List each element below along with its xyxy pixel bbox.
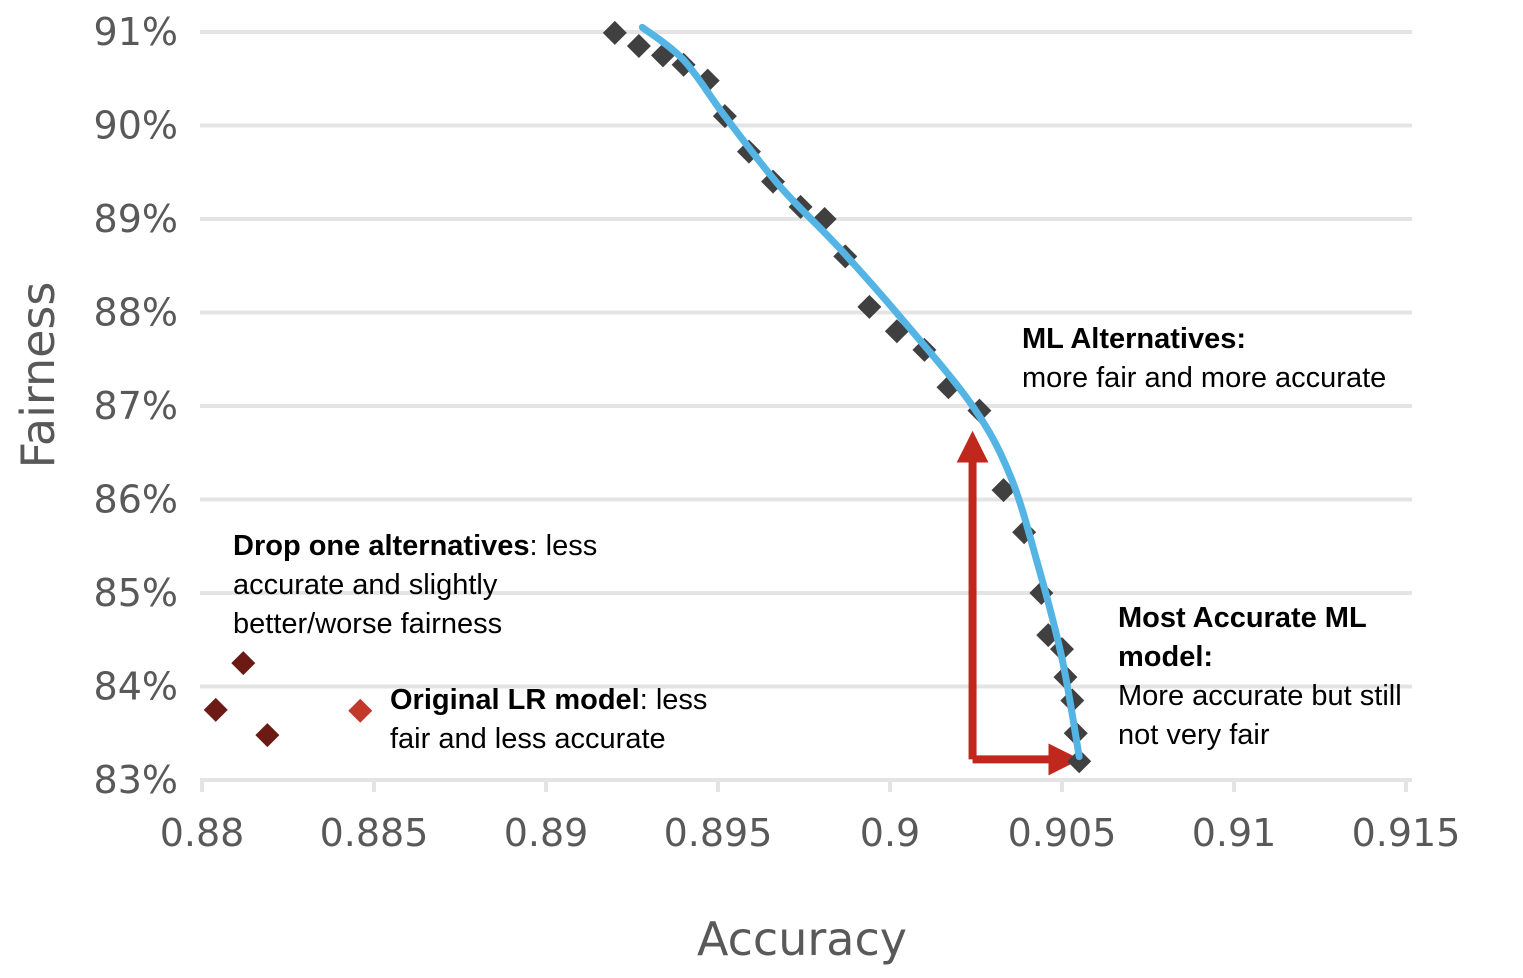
x-tick-label: 0.91 [1192, 811, 1277, 855]
drop-one-point [255, 723, 280, 748]
drop-one-series [203, 651, 280, 748]
y-tick-labels: 83% 84% 85% 86% 87% 88% 89% 90% 91% [94, 10, 178, 802]
annotation-most-accurate-line: More accurate but still [1118, 680, 1402, 712]
y-tick-label: 85% [94, 571, 178, 615]
annotation-original-lr-title: Original LR model [390, 684, 640, 716]
x-axis-line [200, 778, 1412, 792]
annotation-ml-alternatives-title: ML Alternatives: [1022, 323, 1246, 355]
annotation-most-accurate-line: not very fair [1118, 719, 1270, 751]
drop-one-point [231, 651, 256, 676]
annotation-most-accurate-line: model: [1118, 641, 1213, 673]
frontier-line-series [638, 23, 1083, 761]
x-tick-labels: 0.88 0.885 0.89 0.895 0.9 0.905 0.91 0.915 [160, 811, 1461, 855]
annotation-drop-one-line: better/worse fairness [233, 608, 502, 640]
x-tick-label: 0.885 [320, 811, 429, 855]
y-tick-label: 90% [94, 104, 178, 148]
annotation-drop-one-title: Drop one alternatives [233, 530, 530, 562]
y-tick-label: 87% [94, 384, 178, 428]
y-tick-label: 88% [94, 291, 178, 335]
y-tick-label: 89% [94, 197, 178, 241]
ml-point [626, 34, 651, 59]
ml-point [602, 20, 627, 45]
y-tick-label: 86% [94, 478, 178, 522]
arrows [956, 430, 1081, 776]
x-tick-label: 0.915 [1352, 811, 1461, 855]
ml-point [857, 294, 882, 319]
original-lr-series [348, 698, 373, 723]
y-tick-label: 91% [94, 10, 178, 54]
y-tick-label: 83% [94, 758, 178, 802]
annotation-original-lr-line: fair and less accurate [390, 723, 666, 755]
frontier-line [638, 23, 1083, 761]
annotation-drop-one-rest: : less [530, 530, 598, 562]
ml-point [1067, 749, 1092, 774]
annotation-drop-one-line: accurate and slightly [233, 569, 498, 601]
annotation-ml-alternatives-line: more fair and more accurate [1022, 362, 1386, 394]
x-tick-label: 0.9 [860, 811, 920, 855]
original-lr-point [348, 698, 373, 723]
x-tick-label: 0.89 [504, 811, 589, 855]
y-axis-title: Fairness [11, 282, 65, 469]
annotation-original-lr: Original LR model: less fair and less ac… [390, 684, 716, 755]
annotation-most-accurate-title: Most Accurate ML [1118, 602, 1367, 634]
annotation-ml-alternatives: ML Alternatives: more fair and more accu… [1022, 323, 1386, 394]
ml-point [991, 478, 1016, 503]
gridlines [200, 30, 1412, 689]
y-tick-label: 84% [94, 665, 178, 709]
annotation-original-lr-rest: : less [640, 684, 708, 716]
ml-alternatives-series [602, 20, 1092, 774]
x-tick-label: 0.88 [160, 811, 245, 855]
x-tick-label: 0.905 [1008, 811, 1117, 855]
annotation-most-accurate: Most Accurate ML model: More accurate bu… [1118, 602, 1410, 751]
annotation-drop-one: Drop one alternatives: less accurate and… [233, 530, 605, 640]
drop-one-point [203, 697, 228, 722]
x-axis-title: Accuracy [697, 912, 907, 966]
x-tick-label: 0.895 [664, 811, 773, 855]
